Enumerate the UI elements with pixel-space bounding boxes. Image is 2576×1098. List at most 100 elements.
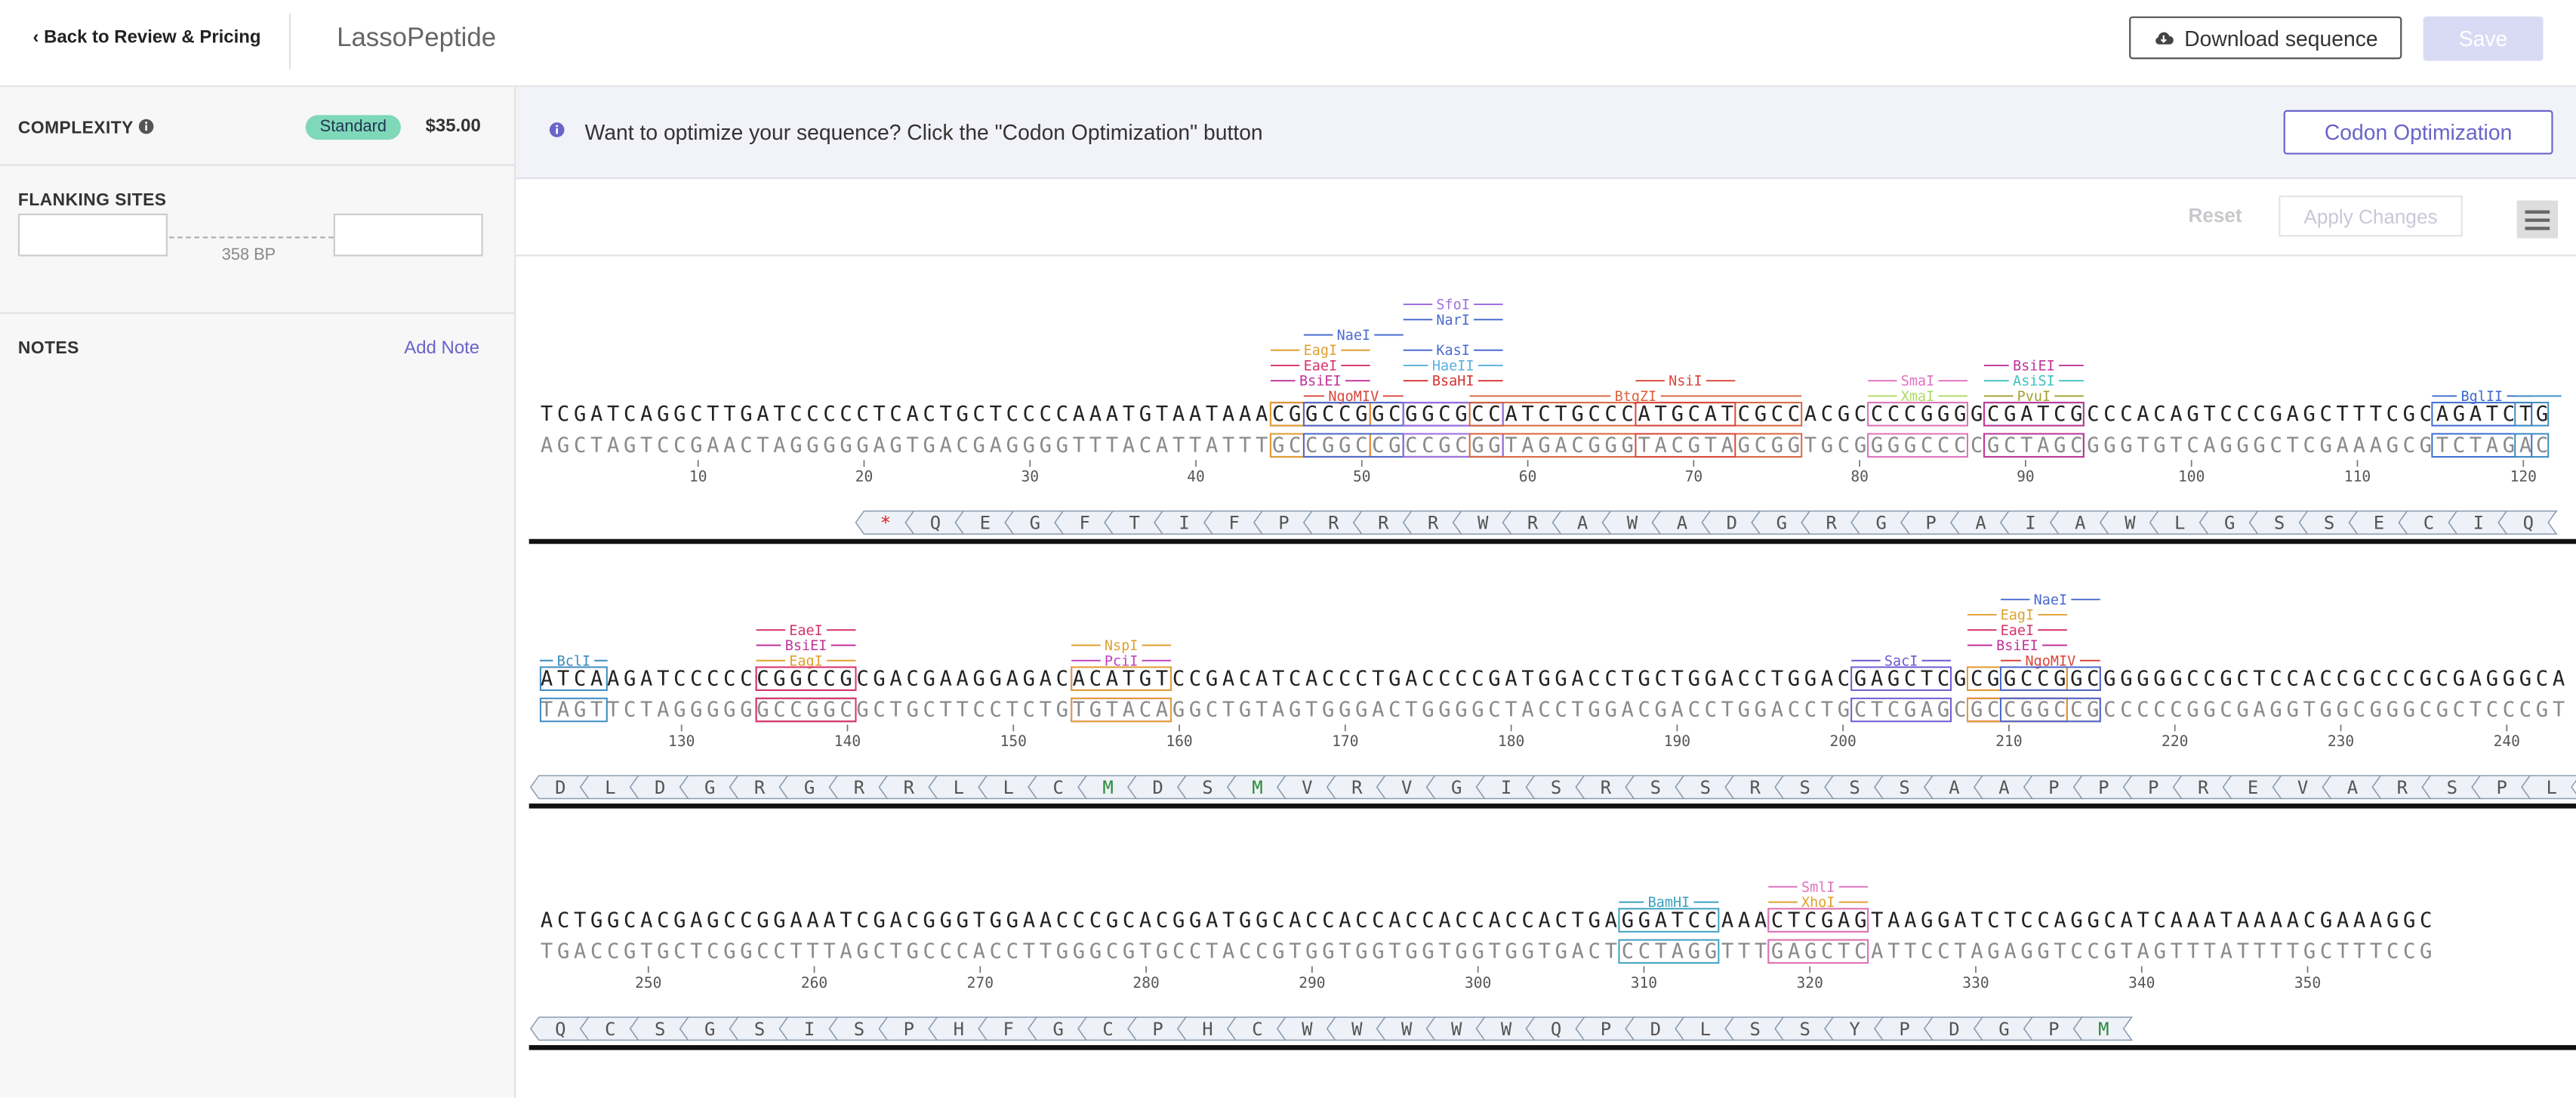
amino-acid: S bbox=[1202, 777, 1213, 798]
length-label: 358 BP bbox=[221, 246, 276, 265]
amino-acid: A bbox=[2347, 777, 2358, 798]
menu-button[interactable] bbox=[2516, 200, 2559, 239]
amino-acid: C bbox=[605, 1019, 615, 1040]
amino-acid-cell bbox=[2521, 775, 2576, 800]
amino-acid: A bbox=[1998, 777, 2009, 798]
amino-acid: A bbox=[1577, 513, 1588, 534]
ruler-label: 110 bbox=[2344, 468, 2371, 486]
codon-optimization-button[interactable]: Codon Optimization bbox=[2283, 109, 2553, 155]
ruler-label: 310 bbox=[1631, 974, 1657, 992]
ruler-label: 270 bbox=[967, 974, 994, 992]
divider bbox=[0, 312, 515, 314]
ruler-label: 30 bbox=[1021, 468, 1039, 486]
ruler-label: 230 bbox=[2328, 733, 2354, 750]
amino-acid: I bbox=[2025, 513, 2035, 534]
amino-acid: * bbox=[880, 513, 891, 534]
download-button[interactable]: Download sequence bbox=[2129, 16, 2402, 60]
ruler-label: 200 bbox=[1829, 733, 1856, 750]
site-box-forward bbox=[1635, 402, 1736, 427]
amino-acid: G bbox=[1875, 513, 1886, 534]
ruler-label: 140 bbox=[834, 733, 861, 750]
amino-acid: D bbox=[655, 777, 665, 798]
enzyme-label: NgoMIV bbox=[1328, 389, 1379, 405]
forward-strand: ACTGGCACGAGCCGGAAATCGACGGGTGGAACCCGCACGG… bbox=[541, 908, 2432, 932]
sequence-map: TCGATCAGGCTTGATCCCCCTCACTGCTCCCCAAATGTAA… bbox=[528, 298, 2576, 1050]
enzyme-label: BtgZI bbox=[1615, 389, 1657, 405]
amino-acid: L bbox=[954, 777, 964, 798]
amino-acid: M bbox=[2098, 1019, 2109, 1040]
amino-acid: G bbox=[2224, 513, 2235, 534]
enzyme-label: NarI bbox=[1436, 313, 1470, 328]
reverse-strand: TAGTTCTAGGGGGGCCGGCGCTGCTTCCTCTGTGTACAGG… bbox=[541, 699, 2565, 722]
enzyme-label: EagI bbox=[789, 653, 823, 669]
site-box-reverse bbox=[755, 697, 857, 723]
amino-acid: G bbox=[704, 1019, 715, 1040]
ruler-label: 220 bbox=[2162, 733, 2188, 750]
ruler-label: 240 bbox=[2494, 733, 2520, 750]
site-box-forward bbox=[1983, 402, 2085, 427]
amino-acid: L bbox=[2174, 513, 2185, 534]
site-box-forward bbox=[1850, 666, 1952, 691]
amino-acid: R bbox=[754, 777, 766, 798]
ruler-label: 250 bbox=[635, 974, 661, 992]
amino-acid: D bbox=[1727, 513, 1737, 534]
flank-3-input[interactable] bbox=[333, 213, 483, 257]
amino-acid: G bbox=[1030, 513, 1040, 534]
ruler-label: 260 bbox=[801, 974, 827, 992]
amino-acid: G bbox=[704, 777, 715, 798]
amino-acid: F bbox=[1080, 513, 1090, 534]
amino-acid: W bbox=[1501, 1019, 1512, 1040]
amino-acid: G bbox=[1998, 1019, 2009, 1040]
amino-acid: H bbox=[954, 1019, 964, 1040]
amino-acid: R bbox=[1378, 513, 1389, 534]
save-button[interactable]: Save bbox=[2423, 16, 2544, 61]
reset-button[interactable]: Reset bbox=[2188, 203, 2242, 227]
banner: Want to optimize your sequence? Click th… bbox=[516, 87, 2576, 180]
amino-acid: G bbox=[1776, 513, 1787, 534]
site-box-forward bbox=[1867, 402, 1968, 427]
ruler-label: 290 bbox=[1299, 974, 1325, 992]
amino-acid: S bbox=[1700, 777, 1711, 798]
amino-acid: R bbox=[1351, 777, 1363, 798]
site-box-forward bbox=[2431, 402, 2533, 427]
site-box-forward bbox=[1402, 402, 1504, 427]
amino-acid: F bbox=[1228, 513, 1239, 534]
amino-acid: S bbox=[1551, 777, 1561, 798]
amino-acid: E bbox=[980, 513, 991, 534]
amino-acid: F bbox=[1003, 1019, 1014, 1040]
add-note-link[interactable]: Add Note bbox=[404, 338, 480, 359]
info-icon[interactable] bbox=[138, 119, 155, 135]
amino-acid: L bbox=[605, 777, 615, 798]
enzyme-label: EagI bbox=[1304, 343, 1338, 359]
enzyme-label: BsaHI bbox=[1432, 374, 1474, 390]
amino-acid: P bbox=[2148, 777, 2158, 798]
forward-strand: TCGATCAGGCTTGATCCCCCTCACTGCTCCCCAAATGTAA… bbox=[541, 402, 2548, 426]
enzyme-label: PvuI bbox=[2017, 389, 2051, 405]
amino-acid: R bbox=[904, 777, 915, 798]
enzyme-label: BglII bbox=[2460, 389, 2503, 405]
enzyme-label: BsiEI bbox=[2013, 358, 2055, 374]
amino-acid: A bbox=[1975, 513, 1986, 534]
site-box-reverse bbox=[1635, 433, 1736, 458]
row-separator bbox=[528, 538, 2576, 544]
ruler-label: 100 bbox=[2178, 468, 2205, 486]
amino-acid: Q bbox=[2523, 513, 2534, 534]
amino-acid: S bbox=[1849, 777, 1860, 798]
amino-acid: R bbox=[854, 777, 865, 798]
amino-acid: P bbox=[1899, 1019, 1909, 1040]
cloud-icon bbox=[2155, 32, 2173, 45]
flank-5-input[interactable] bbox=[17, 213, 168, 257]
back-text: Back to Review & Pricing bbox=[44, 27, 261, 48]
complexity-badge: Standard bbox=[305, 115, 401, 140]
amino-acid: C bbox=[1102, 1019, 1113, 1040]
ruler-label: 280 bbox=[1132, 974, 1159, 992]
back-link[interactable]: ‹ Back to Review & Pricing bbox=[33, 28, 261, 48]
save-text: Save bbox=[2458, 26, 2508, 51]
site-box-reverse bbox=[1999, 697, 2101, 723]
apply-button[interactable]: Apply Changes bbox=[2279, 195, 2463, 237]
enzyme-label: PciI bbox=[1105, 653, 1139, 669]
amino-acid: P bbox=[2048, 777, 2059, 798]
amino-acid: G bbox=[1451, 777, 1462, 798]
amino-acid: S bbox=[1799, 1019, 1810, 1040]
ruler-label: 60 bbox=[1519, 468, 1537, 486]
